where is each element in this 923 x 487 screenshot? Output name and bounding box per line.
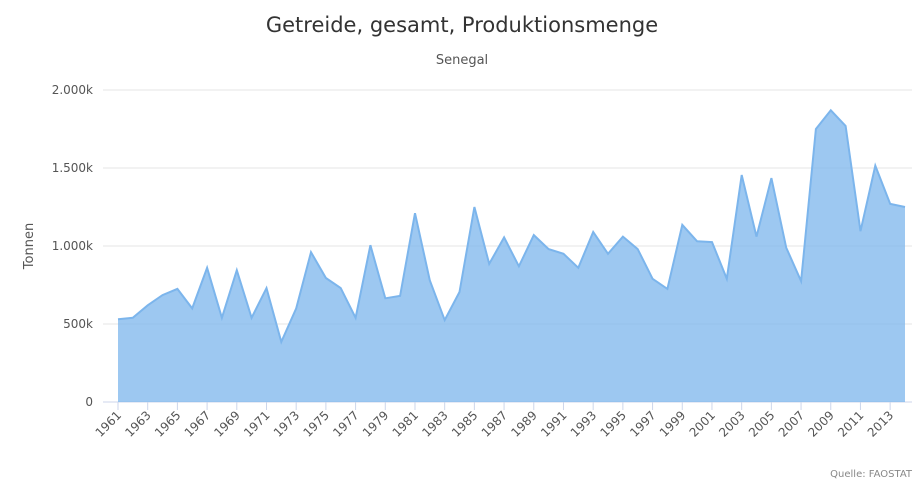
x-tick-label: 1967 bbox=[182, 408, 213, 439]
x-tick-label: 1997 bbox=[627, 408, 658, 439]
x-tick-label: 1999 bbox=[657, 408, 688, 439]
x-tick-label: 1975 bbox=[301, 408, 332, 439]
x-tick-label: 1987 bbox=[479, 408, 510, 439]
y-tick-label: 500k bbox=[63, 317, 93, 331]
x-tick-label: 2003 bbox=[716, 408, 747, 439]
chart-subtitle: Senegal bbox=[436, 53, 488, 68]
area-line bbox=[117, 108, 906, 345]
x-tick-label: 1981 bbox=[390, 408, 421, 439]
x-tick-label: 2013 bbox=[865, 408, 896, 439]
y-tick-label: 1.000k bbox=[52, 239, 93, 253]
credit: Quelle: FAOSTAT bbox=[830, 469, 913, 480]
x-tick-label: 1993 bbox=[568, 408, 599, 439]
x-tick-label: 1973 bbox=[271, 408, 302, 439]
y-tick-label: 1.500k bbox=[52, 161, 93, 175]
x-tick-label: 1989 bbox=[508, 408, 539, 439]
x-tick-label: 1985 bbox=[449, 408, 480, 439]
x-tick-label: 2011 bbox=[835, 408, 866, 439]
y-axis-label: Tonnen bbox=[22, 223, 37, 270]
chart-title: Getreide, gesamt, Produktionsmenge bbox=[266, 13, 658, 37]
x-tick-label: 1991 bbox=[538, 408, 569, 439]
x-tick-label: 1983 bbox=[419, 408, 450, 439]
x-tick-label: 1965 bbox=[152, 408, 183, 439]
x-tick-label: 2007 bbox=[776, 408, 807, 439]
x-tick-label: 1977 bbox=[330, 408, 361, 439]
x-tick-label: 1971 bbox=[241, 408, 272, 439]
x-tick-label: 1979 bbox=[360, 408, 391, 439]
y-tick-label: 0 bbox=[85, 395, 93, 409]
x-tick-label: 1961 bbox=[93, 408, 124, 439]
x-tick-label: 2009 bbox=[805, 408, 836, 439]
x-tick-label: 1995 bbox=[597, 408, 628, 439]
x-tick-label: 2005 bbox=[746, 408, 777, 439]
area-fill bbox=[118, 110, 905, 403]
y-tick-label: 2.000k bbox=[52, 83, 93, 97]
x-tick-label: 1969 bbox=[211, 408, 242, 439]
x-tick-label: 1963 bbox=[122, 408, 153, 439]
x-tick-label: 2001 bbox=[687, 408, 718, 439]
